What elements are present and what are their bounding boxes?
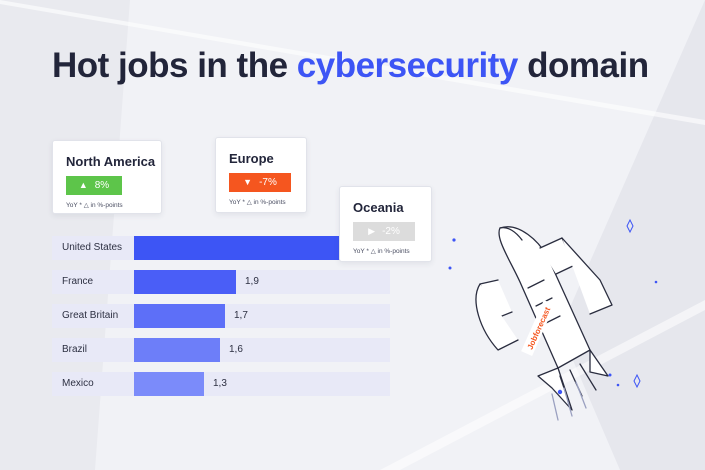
region-note: YoY * △ in %-points [229,199,286,206]
bar-value-label: 1,6 [229,344,243,355]
region-name: North America [66,154,156,169]
region-note: YoY * △ in %-points [353,248,410,255]
change-value: -7% [259,177,277,188]
region-card-europe: Europe ▼ -7% YoY * △ in %-points [215,137,307,213]
bar-category-label: Mexico [62,378,94,389]
bar-row: France 1,9 [52,270,390,294]
rocket-illustration: Jobforecast [448,218,658,421]
region-name: Oceania [353,200,404,215]
page-title: Hot jobs in the cybersecurity domain [52,46,649,85]
bar [134,338,220,362]
arrow-right-icon: ▶ [368,226,376,236]
arrow-up-icon: ▲ [78,180,88,190]
bar [134,372,204,396]
title-highlight: cybersecurity [296,46,519,85]
change-badge: ▼ -7% [229,173,291,192]
bar-row: Great Britain 1,7 [52,304,390,328]
bar-category-label: Great Britain [62,310,119,321]
change-value: 8% [94,180,110,191]
bar-category-label: France [62,276,94,287]
bar-value-label: 1,3 [213,378,227,389]
region-name: Europe [229,151,274,166]
bar-category-label: Brazil [62,344,88,355]
bar [134,270,236,294]
arrow-down-icon: ▼ [243,177,253,187]
bar-value-label: 1,9 [245,276,259,287]
bar-row: Brazil 1,6 [52,338,390,362]
bar-value-label: 1,7 [234,310,248,321]
bar-category-label: United States [62,242,123,253]
bar [134,304,225,328]
region-note: YoY * △ in %-points [66,202,123,209]
change-value: -2% [382,226,400,237]
change-badge: ▶ -2% [353,222,415,241]
region-card-oceania: Oceania ▶ -2% YoY * △ in %-points [339,186,432,262]
bar-row: Mexico 1,3 [52,372,390,396]
region-card-north-america: North America ▲ 8% YoY * △ in %-points [52,140,162,214]
change-badge: ▲ 8% [66,176,122,195]
